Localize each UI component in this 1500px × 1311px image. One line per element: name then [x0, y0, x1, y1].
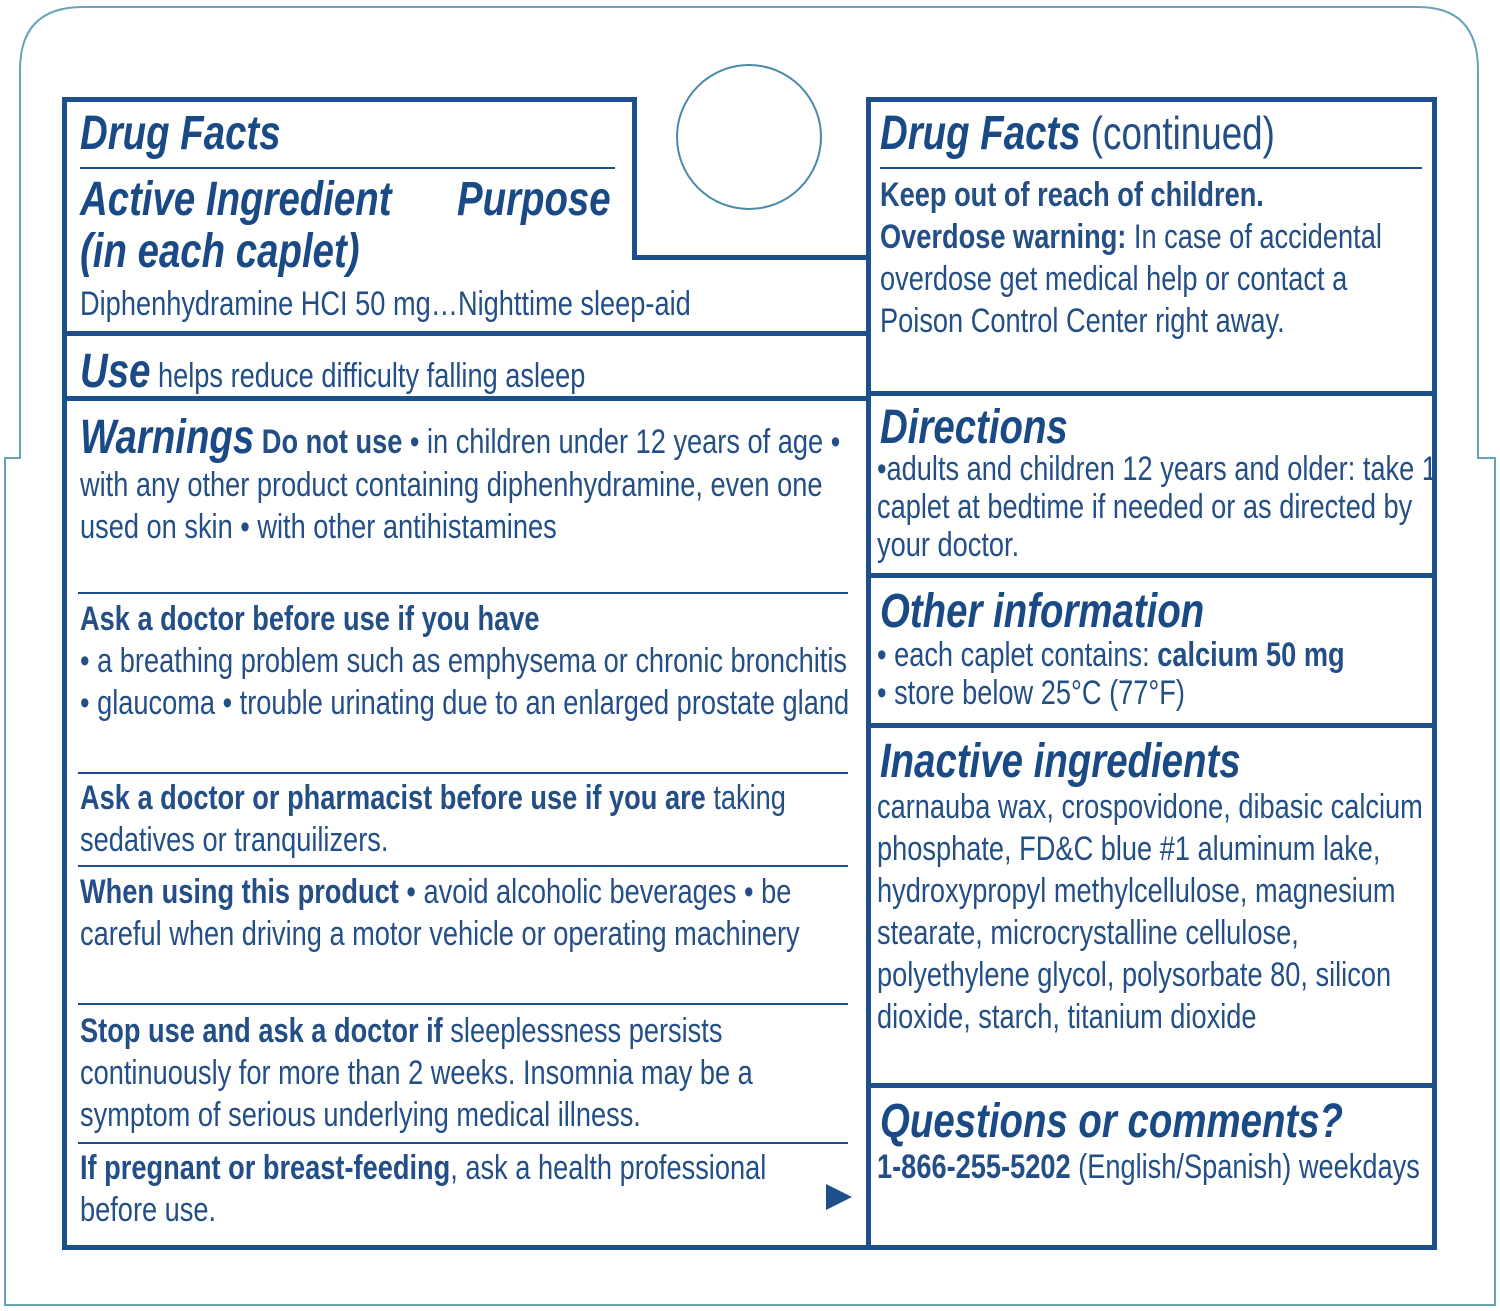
phone-hours: (English/Spanish) weekdays: [1070, 1148, 1420, 1186]
stop-use-heading: Stop use and ask a doctor if: [80, 1012, 443, 1050]
when-using-text: • avoid alcoholic beverages • be careful…: [80, 873, 800, 953]
right-panel: [866, 97, 1437, 1250]
when-using-section: When using this product • avoid alcoholi…: [80, 871, 860, 955]
ask-doctor-heading: Ask a doctor before use if you have: [80, 600, 540, 638]
continued-label: (continued): [1080, 107, 1275, 159]
drug-facts-title: Drug Facts: [880, 107, 1081, 160]
pregnant-text: , ask a health professional before use.: [80, 1149, 767, 1229]
other-item-storage: • store below 25°C (77°F): [877, 674, 1185, 712]
header-box: [62, 97, 637, 260]
questions-contact: 1-866-255-5202 (English/Spanish) weekday…: [877, 1146, 1429, 1188]
continued-title: Drug Facts (continued): [880, 108, 1275, 160]
use-text: helps reduce difficulty falling asleep: [150, 357, 586, 395]
ask-pharmacist-text: taking sedatives or tranquilizers.: [80, 779, 786, 859]
keep-out-text: Keep out of reach of children.: [880, 176, 1264, 214]
stop-use-text: sleeplessness persists continuously for …: [80, 1012, 753, 1134]
directions-text: •adults and children 12 years and older:…: [877, 450, 1437, 564]
stop-use-section: Stop use and ask a doctor if sleeplessne…: [80, 1010, 850, 1136]
active-ingredient-line: Diphenhydramine HCI 50 mg…Nighttime slee…: [80, 285, 691, 323]
pregnant-section: If pregnant or breast-feeding, ask a hea…: [80, 1147, 832, 1231]
ask-pharmacist-heading: Ask a doctor or pharmacist before use if…: [80, 779, 706, 817]
other-information-heading: Other information: [880, 585, 1205, 638]
calcium-value: calcium 50 mg: [1157, 636, 1345, 674]
use-heading: Use: [80, 345, 151, 398]
warnings-heading: Warnings: [80, 411, 255, 464]
active-sub-heading: (in each caplet): [80, 225, 360, 278]
hang-hole-circle: [676, 64, 822, 210]
continue-arrow-icon: [826, 1184, 852, 1210]
use-section: Use helps reduce difficulty falling asle…: [80, 346, 585, 398]
ask-doctor-section: Ask a doctor before use if you have • a b…: [80, 598, 850, 724]
pregnant-heading: If pregnant or breast-feeding: [80, 1149, 451, 1187]
warnings-section: Warnings Do not use • in children under …: [80, 412, 850, 548]
directions-heading: Directions: [880, 401, 1068, 454]
inactive-ingredients-text: carnauba wax, crospovidone, dibasic calc…: [877, 788, 1423, 1036]
do-not-use-label: Do not use: [254, 423, 403, 461]
inactive-ingredients-heading: Inactive ingredients: [880, 735, 1241, 788]
active-ingredient-heading: Active Ingredient: [80, 173, 392, 226]
when-using-heading: When using this product: [80, 873, 399, 911]
overdose-heading: Overdose warning:: [880, 218, 1127, 256]
ask-doctor-text: • a breathing problem such as emphysema …: [80, 642, 850, 722]
do-not-use-text: • in children under 12 years of age • wi…: [80, 423, 841, 546]
purpose-heading: Purpose: [457, 173, 611, 226]
phone-number: 1-866-255-5202: [877, 1148, 1071, 1186]
ask-pharmacist-section: Ask a doctor or pharmacist before use if…: [80, 777, 850, 861]
overdose-text: In case of accidental overdose get medic…: [880, 218, 1382, 340]
overdose-section: Overdose warning: In case of accidental …: [880, 216, 1432, 342]
other-item-calcium: • each caplet contains: calcium 50 mg: [877, 636, 1345, 674]
drug-facts-title: Drug Facts: [80, 107, 281, 160]
other-1-text: • each caplet contains:: [877, 636, 1158, 674]
questions-heading: Questions or comments?: [880, 1095, 1344, 1148]
